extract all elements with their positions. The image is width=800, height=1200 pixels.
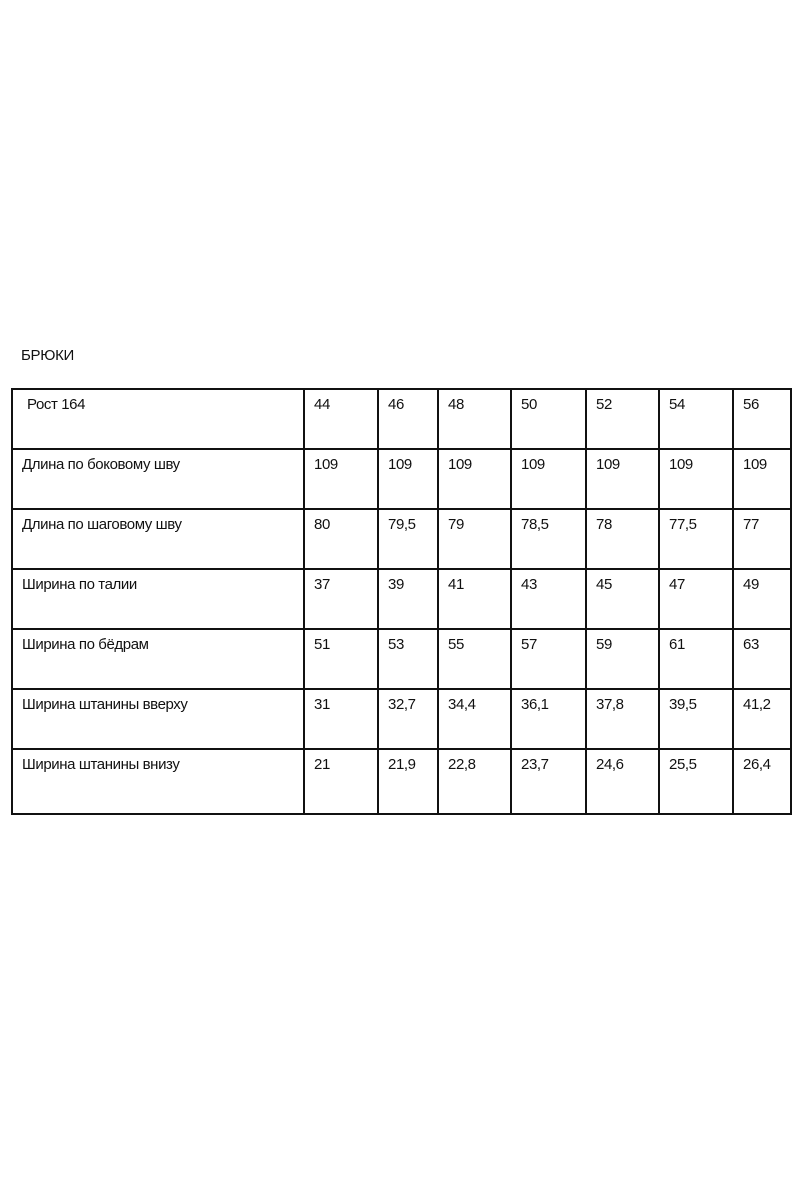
measurement-value-cell: 53 xyxy=(377,628,439,690)
measurement-value-cell: 26,4 xyxy=(732,748,792,815)
measurement-value-cell: 77 xyxy=(732,508,792,570)
measurement-value-cell: 34,4 xyxy=(437,688,512,750)
size-table: Рост 164 44 46 48 50 52 54 56 Длина по боковому … xyxy=(11,388,792,815)
measurement-value-cell: 109 xyxy=(377,448,439,510)
measurement-value-cell: 45 xyxy=(585,568,660,630)
size-header-cell: 54 xyxy=(658,388,734,450)
measurement-value-cell: 41 xyxy=(437,568,512,630)
document-title: БРЮКИ xyxy=(21,347,75,364)
measurement-value-cell: 49 xyxy=(732,568,792,630)
table-row: Ширина по талии 37 39 41 43 45 47 49 xyxy=(11,568,792,630)
measurement-value-cell: 43 xyxy=(510,568,587,630)
table-row: Ширина по бёдрам 51 53 55 57 59 61 63 xyxy=(11,628,792,690)
measurement-value-cell: 55 xyxy=(437,628,512,690)
size-header-cell: 50 xyxy=(510,388,587,450)
size-header-cell: 52 xyxy=(585,388,660,450)
measurement-value-cell: 78,5 xyxy=(510,508,587,570)
table-row: Длина по боковому шву 109 109 109 109 109 109 1… xyxy=(11,448,792,510)
measurement-label-cell: Ширина по талии xyxy=(11,568,305,630)
measurement-value-cell: 61 xyxy=(658,628,734,690)
size-header-cell: 48 xyxy=(437,388,512,450)
measurement-label-cell: Длина по боковому шву xyxy=(11,448,305,510)
table-row: Ширина штанины вверху 31 32,7 34,4 36,1 37,8 3… xyxy=(11,688,792,750)
measurement-value-cell: 77,5 xyxy=(658,508,734,570)
measurement-value-cell: 24,6 xyxy=(585,748,660,815)
measurement-value-cell: 47 xyxy=(658,568,734,630)
measurement-value-cell: 51 xyxy=(303,628,379,690)
measurement-value-cell: 23,7 xyxy=(510,748,587,815)
table-row: Длина по шаговому шву 80 79,5 79 78,5 78 77,5 7… xyxy=(11,508,792,570)
measurement-value-cell: 36,1 xyxy=(510,688,587,750)
table-header-row: Рост 164 44 46 48 50 52 54 56 xyxy=(11,388,792,450)
measurement-label-cell: Длина по шаговому шву xyxy=(11,508,305,570)
measurement-value-cell: 63 xyxy=(732,628,792,690)
measurement-value-cell: 109 xyxy=(437,448,512,510)
measurement-value-cell: 21 xyxy=(303,748,379,815)
size-header-cell: 46 xyxy=(377,388,439,450)
header-label-cell: Рост 164 xyxy=(11,388,305,450)
measurement-value-cell: 37 xyxy=(303,568,379,630)
measurement-value-cell: 25,5 xyxy=(658,748,734,815)
measurement-value-cell: 109 xyxy=(585,448,660,510)
measurement-value-cell: 21,9 xyxy=(377,748,439,815)
measurement-value-cell: 39,5 xyxy=(658,688,734,750)
measurement-value-cell: 109 xyxy=(732,448,792,510)
size-header-cell: 56 xyxy=(732,388,792,450)
measurement-value-cell: 80 xyxy=(303,508,379,570)
measurement-value-cell: 31 xyxy=(303,688,379,750)
measurement-label-cell: Ширина штанины вверху xyxy=(11,688,305,750)
measurement-value-cell: 22,8 xyxy=(437,748,512,815)
measurement-value-cell: 79 xyxy=(437,508,512,570)
measurement-value-cell: 57 xyxy=(510,628,587,690)
table-row: Ширина штанины внизу 21 21,9 22,8 23,7 24,6 25… xyxy=(11,748,792,815)
measurement-label-cell: Ширина по бёдрам xyxy=(11,628,305,690)
measurement-value-cell: 79,5 xyxy=(377,508,439,570)
measurement-value-cell: 109 xyxy=(510,448,587,510)
measurement-value-cell: 41,2 xyxy=(732,688,792,750)
measurement-value-cell: 109 xyxy=(303,448,379,510)
measurement-label-cell: Ширина штанины внизу xyxy=(11,748,305,815)
size-header-cell: 44 xyxy=(303,388,379,450)
measurement-value-cell: 59 xyxy=(585,628,660,690)
measurement-value-cell: 109 xyxy=(658,448,734,510)
measurement-value-cell: 78 xyxy=(585,508,660,570)
measurement-value-cell: 37,8 xyxy=(585,688,660,750)
measurement-value-cell: 39 xyxy=(377,568,439,630)
measurement-value-cell: 32,7 xyxy=(377,688,439,750)
